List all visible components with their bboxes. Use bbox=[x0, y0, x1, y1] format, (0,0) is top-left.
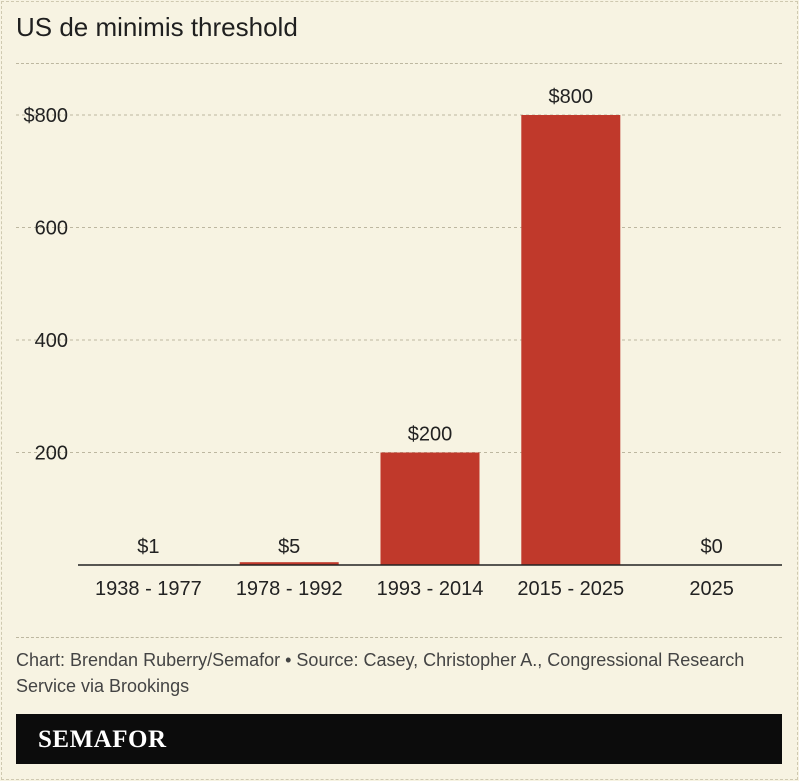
x-tick-label: 1938 - 1977 bbox=[95, 578, 202, 600]
data-label: $800 bbox=[549, 86, 594, 108]
y-tick-label: 600 bbox=[35, 218, 68, 240]
x-tick-label: 2015 - 2025 bbox=[517, 578, 624, 600]
data-label: $5 bbox=[278, 536, 300, 558]
semafor-logo: SEMAFOR bbox=[38, 726, 167, 753]
bar bbox=[521, 115, 621, 565]
bar bbox=[380, 452, 480, 565]
x-tick-label: 1978 - 1992 bbox=[236, 578, 343, 600]
x-tick-label: 2025 bbox=[689, 578, 734, 600]
y-tick-label: $800 bbox=[24, 105, 69, 127]
footer-divider bbox=[16, 637, 782, 638]
data-label: $200 bbox=[408, 424, 453, 446]
data-label: $1 bbox=[137, 536, 159, 558]
bar bbox=[239, 562, 339, 565]
chart-title: US de minimis threshold bbox=[16, 12, 298, 42]
y-tick-label: 200 bbox=[35, 443, 68, 465]
brand-bar: SEMAFOR bbox=[16, 714, 782, 764]
bar-chart: 200 400 600 $800 $1 1938 - 1977 $5 1978 - 1992 $… bbox=[16, 86, 782, 600]
y-tick-label: 400 bbox=[35, 330, 68, 352]
source-credit: Chart: Brendan Ruberry/Semafor • Source:… bbox=[16, 650, 745, 696]
data-label: $0 bbox=[700, 536, 722, 558]
x-tick-label: 1993 - 2014 bbox=[377, 578, 484, 600]
top-divider bbox=[16, 63, 782, 64]
